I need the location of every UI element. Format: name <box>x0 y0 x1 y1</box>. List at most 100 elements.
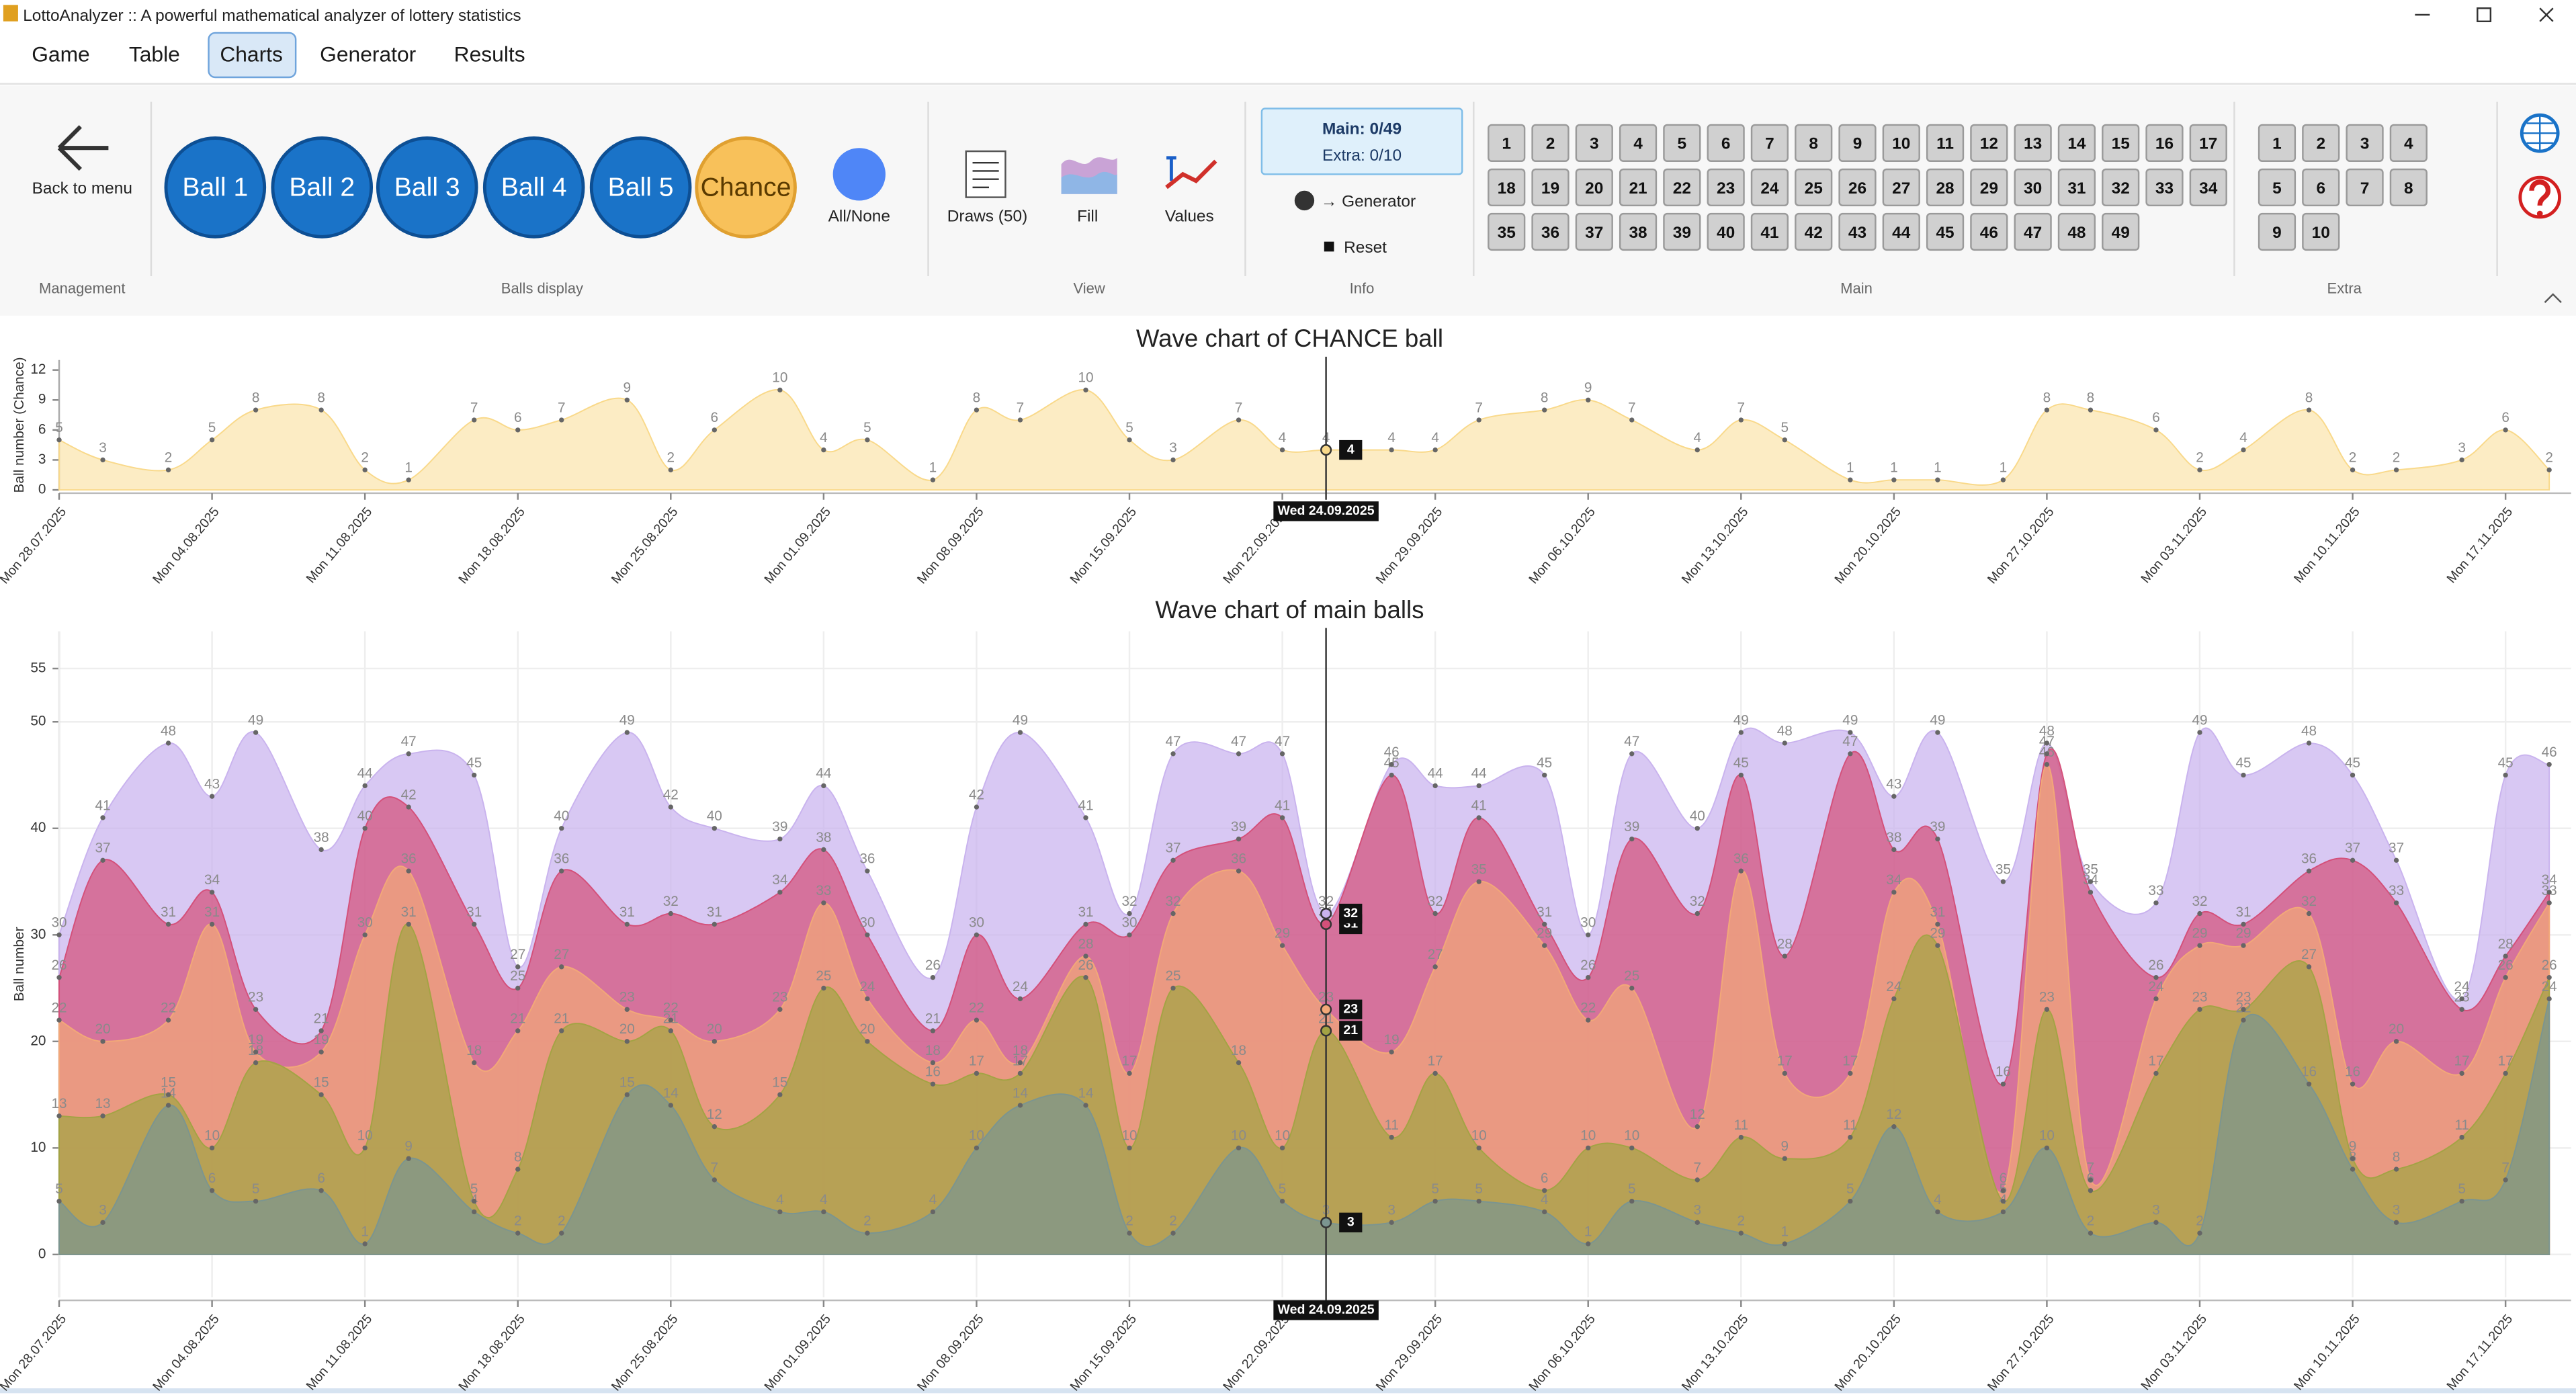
ball-toggle[interactable] <box>164 136 267 239</box>
ball-toggle[interactable] <box>482 136 585 239</box>
ball-toggle[interactable] <box>376 136 478 239</box>
help-icon[interactable] <box>2518 175 2561 219</box>
number-button-label[interactable]: 14 <box>2067 135 2086 153</box>
number-button[interactable] <box>2258 212 2296 251</box>
number-button[interactable] <box>2014 168 2052 207</box>
number-button-label[interactable]: 46 <box>1980 224 1998 242</box>
number-button-label[interactable]: 10 <box>2312 224 2330 242</box>
chance-toggle-label[interactable]: Chance <box>701 173 791 202</box>
number-button-label[interactable]: 8 <box>1809 135 1818 153</box>
number-button[interactable] <box>1795 212 1833 251</box>
number-button-label[interactable]: 37 <box>1585 224 1603 242</box>
number-button[interactable] <box>1750 168 1789 207</box>
number-button-label[interactable]: 33 <box>2155 179 2174 198</box>
number-button[interactable] <box>1750 212 1789 251</box>
number-button-label[interactable]: 45 <box>1936 224 1954 242</box>
number-button-label[interactable]: 9 <box>2272 224 2282 242</box>
ball-toggle-label[interactable]: Ball 4 <box>501 173 567 202</box>
number-button[interactable] <box>1882 168 1920 207</box>
number-button-label[interactable]: 42 <box>1805 224 1823 242</box>
number-button-label[interactable]: 49 <box>2112 224 2130 242</box>
number-button[interactable] <box>1926 168 1965 207</box>
number-button-label[interactable]: 30 <box>2024 179 2042 198</box>
menu-item[interactable]: Table <box>129 42 180 67</box>
menu-item[interactable]: Generator <box>320 42 416 67</box>
number-button[interactable] <box>2302 124 2340 162</box>
menu-item[interactable]: Charts <box>220 42 283 67</box>
number-button-label[interactable]: 24 <box>1760 179 1779 198</box>
number-button-label[interactable]: 40 <box>1717 224 1735 242</box>
number-button[interactable] <box>2014 124 2052 162</box>
values-icon[interactable] <box>1165 156 1217 189</box>
number-button[interactable] <box>1707 124 1745 162</box>
number-button[interactable] <box>2057 212 2096 251</box>
number-button-label[interactable]: 5 <box>2272 179 2282 198</box>
number-button[interactable] <box>1575 212 1613 251</box>
number-button[interactable] <box>1488 124 1526 162</box>
number-button-label[interactable]: 22 <box>1673 179 1691 198</box>
number-button[interactable] <box>1707 212 1745 251</box>
number-button[interactable] <box>1619 212 1658 251</box>
number-button[interactable] <box>1531 168 1570 207</box>
number-button[interactable] <box>1663 212 1701 251</box>
number-button[interactable] <box>1488 212 1526 251</box>
number-button-label[interactable]: 3 <box>2360 135 2370 153</box>
number-button-label[interactable]: 44 <box>1892 224 1911 242</box>
number-button-label[interactable]: 6 <box>1721 135 1731 153</box>
number-button-label[interactable]: 27 <box>1892 179 1910 198</box>
number-button-label[interactable]: 47 <box>2024 224 2042 242</box>
number-button-label[interactable]: 31 <box>2067 179 2086 198</box>
number-button[interactable] <box>1970 168 2008 207</box>
number-button[interactable] <box>1926 212 1965 251</box>
number-button[interactable] <box>2189 168 2227 207</box>
number-button[interactable] <box>1970 124 2008 162</box>
number-button[interactable] <box>1619 124 1658 162</box>
number-button-label[interactable]: 4 <box>2404 135 2413 153</box>
number-button[interactable] <box>2014 212 2052 251</box>
number-button-label[interactable]: 41 <box>1760 224 1778 242</box>
number-button[interactable] <box>1838 168 1877 207</box>
ball-toggle-label[interactable]: Ball 3 <box>394 173 460 202</box>
number-button-label[interactable]: 7 <box>1765 135 1774 153</box>
number-button[interactable] <box>2102 168 2140 207</box>
number-button-label[interactable]: 36 <box>1541 224 1559 242</box>
number-button-label[interactable]: 21 <box>1629 179 1647 198</box>
number-button[interactable] <box>1882 212 1920 251</box>
fill-icon[interactable] <box>1061 157 1117 194</box>
number-button-label[interactable]: 8 <box>2404 179 2413 198</box>
draws-icon[interactable] <box>965 150 1006 198</box>
back-button-label[interactable]: Back to menu <box>32 179 132 198</box>
number-button[interactable] <box>1575 124 1613 162</box>
number-button-label[interactable]: 35 <box>1498 224 1516 242</box>
number-button[interactable] <box>2102 124 2140 162</box>
number-button-label[interactable]: 12 <box>1980 135 1998 153</box>
fill-label[interactable]: Fill <box>1077 207 1098 225</box>
number-button-label[interactable]: 9 <box>1853 135 1862 153</box>
number-button[interactable] <box>2057 168 2096 207</box>
number-button[interactable] <box>2389 168 2428 207</box>
reset-icon[interactable] <box>1324 241 1334 252</box>
ball-toggle-label[interactable]: Ball 2 <box>289 173 355 202</box>
number-button-label[interactable]: 6 <box>2316 179 2325 198</box>
all-none-label[interactable]: All/None <box>828 207 890 225</box>
number-button[interactable] <box>1882 124 1920 162</box>
number-button[interactable] <box>1970 212 2008 251</box>
number-button[interactable] <box>1707 168 1745 207</box>
number-button[interactable] <box>1795 124 1833 162</box>
number-button[interactable] <box>1926 124 1965 162</box>
number-button-label[interactable]: 1 <box>2272 135 2282 153</box>
number-button-label[interactable]: 3 <box>1590 135 1599 153</box>
number-button-label[interactable]: 28 <box>1936 179 1954 198</box>
number-button[interactable] <box>2102 212 2140 251</box>
number-button-label[interactable]: 25 <box>1805 179 1823 198</box>
number-button-label[interactable]: 17 <box>2199 135 2217 153</box>
number-button[interactable] <box>1795 168 1833 207</box>
number-button-label[interactable]: 38 <box>1629 224 1647 242</box>
number-button-label[interactable]: 19 <box>1541 179 1559 198</box>
number-button-label[interactable]: 7 <box>2360 179 2370 198</box>
number-button-label[interactable]: 10 <box>1892 135 1910 153</box>
number-button[interactable] <box>2258 124 2296 162</box>
chance-toggle[interactable] <box>695 136 797 239</box>
number-button-label[interactable]: 16 <box>2155 135 2174 153</box>
number-button-label[interactable]: 18 <box>1498 179 1516 198</box>
